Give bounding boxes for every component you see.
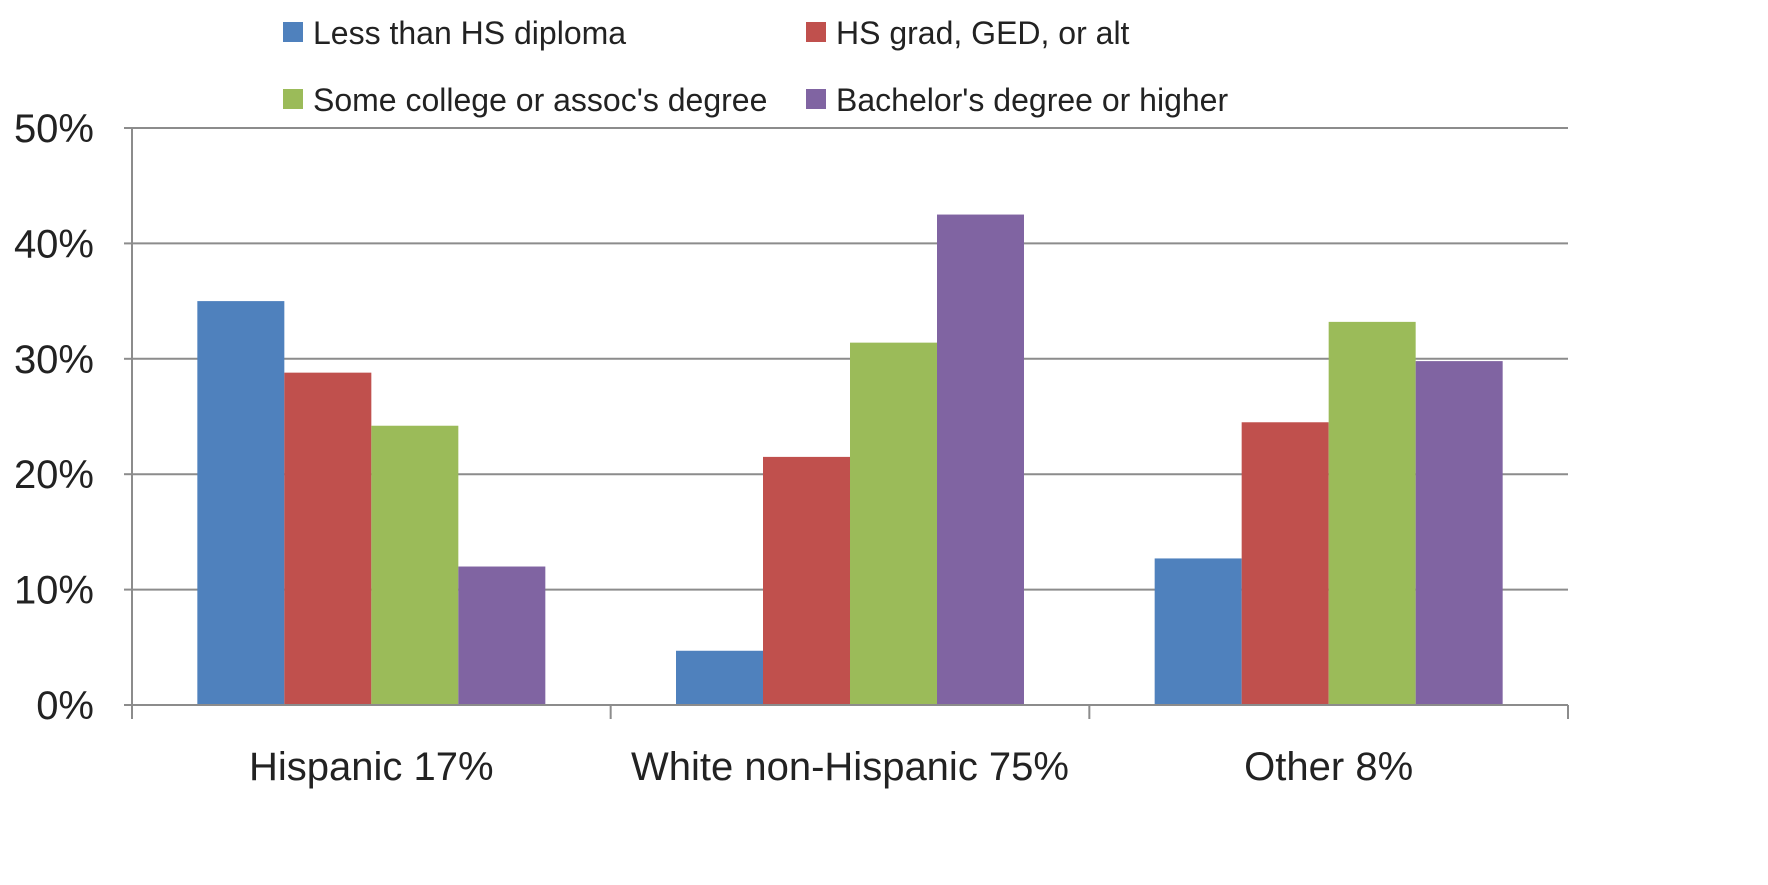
y-tick-label: 40% bbox=[14, 222, 94, 266]
bar bbox=[1154, 558, 1242, 705]
bar bbox=[371, 425, 459, 705]
y-tick-label: 50% bbox=[14, 107, 94, 151]
legend-label: Less than HS diploma bbox=[313, 15, 626, 51]
bar bbox=[937, 214, 1024, 706]
y-tick-label: 30% bbox=[14, 338, 94, 382]
legend-swatch bbox=[806, 89, 826, 109]
y-tick-labels: 0% 10% 20% 30% 40% 50% bbox=[14, 107, 94, 728]
y-tick-label: 0% bbox=[36, 684, 94, 728]
bar bbox=[676, 650, 763, 705]
y-tick-label: 10% bbox=[14, 569, 94, 613]
bar bbox=[458, 566, 546, 705]
legend: Less than HS diploma HS grad, GED, or alt… bbox=[283, 15, 1228, 118]
legend-swatch bbox=[806, 22, 826, 42]
bar bbox=[284, 372, 372, 705]
bar bbox=[763, 456, 850, 705]
legend-swatch bbox=[283, 89, 303, 109]
legend-label: Some college or assoc's degree bbox=[313, 82, 767, 118]
legend-label: HS grad, GED, or alt bbox=[836, 15, 1130, 51]
bar bbox=[1241, 422, 1329, 705]
legend-label: Bachelor's degree or higher bbox=[836, 82, 1228, 118]
axes bbox=[124, 127, 1569, 719]
x-category-label: Other 8% bbox=[1244, 745, 1413, 789]
x-category-label: White non-Hispanic 75% bbox=[631, 745, 1069, 789]
bar bbox=[1415, 361, 1503, 705]
y-tick-label: 20% bbox=[14, 453, 94, 497]
x-category-labels: Hispanic 17% White non-Hispanic 75% Other … bbox=[249, 745, 1413, 789]
bars bbox=[197, 214, 1503, 706]
bar bbox=[850, 342, 937, 705]
x-category-label: Hispanic 17% bbox=[249, 745, 494, 789]
bar bbox=[197, 301, 285, 705]
bar bbox=[1328, 321, 1416, 705]
legend-swatch bbox=[283, 22, 303, 42]
